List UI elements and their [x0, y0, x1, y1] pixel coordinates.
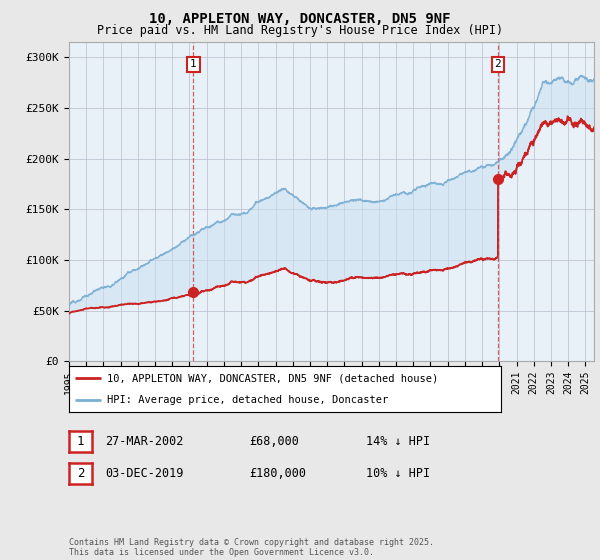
Text: 1: 1 — [190, 59, 197, 69]
Text: 10, APPLETON WAY, DONCASTER, DN5 9NF: 10, APPLETON WAY, DONCASTER, DN5 9NF — [149, 12, 451, 26]
Text: 2: 2 — [77, 466, 84, 480]
Text: HPI: Average price, detached house, Doncaster: HPI: Average price, detached house, Donc… — [107, 395, 388, 405]
Text: 2: 2 — [494, 59, 502, 69]
Text: 10% ↓ HPI: 10% ↓ HPI — [366, 466, 430, 480]
Text: Contains HM Land Registry data © Crown copyright and database right 2025.
This d: Contains HM Land Registry data © Crown c… — [69, 538, 434, 557]
Text: 14% ↓ HPI: 14% ↓ HPI — [366, 435, 430, 448]
Text: £180,000: £180,000 — [249, 466, 306, 480]
Text: 27-MAR-2002: 27-MAR-2002 — [105, 435, 184, 448]
Text: £68,000: £68,000 — [249, 435, 299, 448]
Text: Price paid vs. HM Land Registry's House Price Index (HPI): Price paid vs. HM Land Registry's House … — [97, 24, 503, 37]
Text: 03-DEC-2019: 03-DEC-2019 — [105, 466, 184, 480]
Text: 10, APPLETON WAY, DONCASTER, DN5 9NF (detached house): 10, APPLETON WAY, DONCASTER, DN5 9NF (de… — [107, 373, 438, 383]
Text: 1: 1 — [77, 435, 84, 448]
